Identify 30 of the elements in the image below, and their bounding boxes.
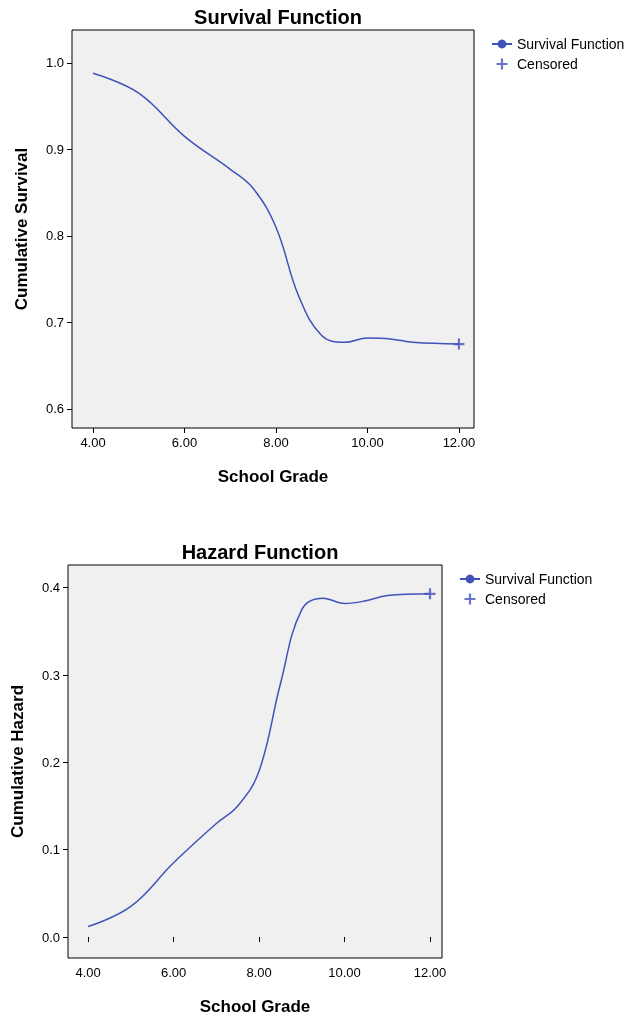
y-axis-title: Cumulative Hazard xyxy=(8,684,27,839)
y-tick-label: 0.4 xyxy=(41,580,60,596)
x-tick-label: 6.00 xyxy=(160,965,187,980)
legend-label: Censored xyxy=(517,56,578,72)
x-tick-label: 8.00 xyxy=(263,435,289,450)
y-tick-label: 0.8 xyxy=(45,228,64,244)
legend-label: Censored xyxy=(485,591,546,607)
x-tick-label: 4.00 xyxy=(75,965,101,980)
y-tick-label: 0.6 xyxy=(45,401,64,417)
x-tick-label: 8.00 xyxy=(246,965,272,980)
y-tick-label: 1.0 xyxy=(45,55,64,71)
legend-label: Survival Function xyxy=(517,36,625,52)
x-tick-label: 4.00 xyxy=(80,435,106,450)
x-tick-label: 6.00 xyxy=(171,435,198,450)
y-tick-label: 0.7 xyxy=(45,314,64,330)
x-tick-label: 12.00 xyxy=(442,435,476,450)
y-tick-label: 0.9 xyxy=(45,141,64,157)
y-tick-label: 0.2 xyxy=(41,754,60,770)
chart-title: Hazard Function xyxy=(181,541,339,563)
x-tick-label: 12.00 xyxy=(413,965,447,980)
x-tick-label: 10.00 xyxy=(351,435,384,450)
x-axis-title: School Grade xyxy=(199,997,311,1016)
x-axis-title: School Grade xyxy=(217,467,329,486)
y-axis-title: Cumulative Survival xyxy=(12,147,31,311)
y-tick-label: 0.0 xyxy=(41,929,60,945)
legend-label: Survival Function xyxy=(485,571,593,587)
chart-title: Survival Function xyxy=(194,6,362,28)
x-tick-label: 10.00 xyxy=(328,965,361,980)
y-tick-label: 0.3 xyxy=(41,667,60,683)
y-tick-label: 0.1 xyxy=(41,842,60,858)
